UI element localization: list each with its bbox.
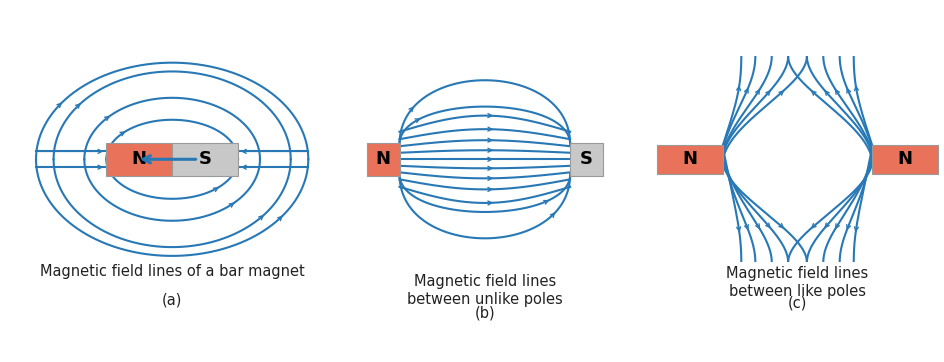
Text: N: N <box>682 150 697 168</box>
Bar <box>366 143 399 176</box>
Text: Magnetic field lines of a bar magnet: Magnetic field lines of a bar magnet <box>40 264 304 279</box>
Bar <box>106 143 172 176</box>
Bar <box>871 145 937 174</box>
Bar <box>656 145 722 174</box>
Text: N: N <box>131 150 146 168</box>
Text: N: N <box>376 150 390 168</box>
Text: Magnetic field lines
between unlike poles: Magnetic field lines between unlike pole… <box>407 274 562 307</box>
Text: (a): (a) <box>161 292 182 308</box>
Text: (c): (c) <box>787 295 806 310</box>
Text: (b): (b) <box>474 305 495 320</box>
Bar <box>569 143 602 176</box>
Text: S: S <box>198 150 211 168</box>
Text: N: N <box>897 150 912 168</box>
Text: Magnetic field lines
between like poles: Magnetic field lines between like poles <box>726 266 868 299</box>
Bar <box>172 143 238 176</box>
Text: S: S <box>580 150 592 168</box>
